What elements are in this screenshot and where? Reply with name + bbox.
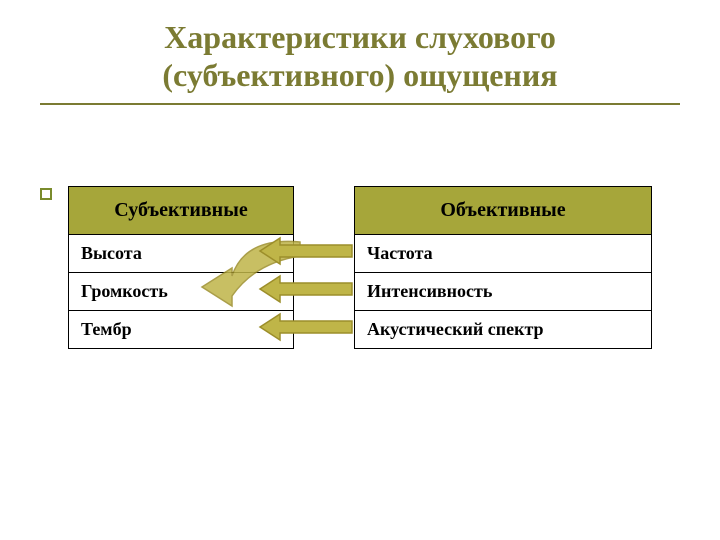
cell-objective-1: Интенсивность: [355, 273, 652, 311]
table-row: Частота: [355, 235, 652, 273]
table-subjective: Субъективные Высота Громкость Тембр: [68, 186, 294, 349]
table-row: Акустический спектр: [355, 311, 652, 349]
title-underline: [40, 103, 680, 105]
bullet-icon: [40, 188, 52, 200]
table-row: Громкость: [69, 273, 294, 311]
table-row: Объективные: [355, 187, 652, 235]
table-header-objective: Объективные: [355, 187, 652, 235]
cell-subjective-0: Высота: [69, 235, 294, 273]
title-block: Характеристики слухового (субъективного)…: [0, 0, 720, 105]
title-line-1: Характеристики слухового: [0, 18, 720, 56]
table-objective: Объективные Частота Интенсивность Акусти…: [354, 186, 652, 349]
cell-subjective-1: Громкость: [69, 273, 294, 311]
table-row: Интенсивность: [355, 273, 652, 311]
cell-objective-0: Частота: [355, 235, 652, 273]
table-row: Высота: [69, 235, 294, 273]
cell-subjective-2: Тембр: [69, 311, 294, 349]
table-header-subjective: Субъективные: [69, 187, 294, 235]
table-row: Субъективные: [69, 187, 294, 235]
table-row: Тембр: [69, 311, 294, 349]
slide: Характеристики слухового (субъективного)…: [0, 0, 720, 540]
cell-objective-2: Акустический спектр: [355, 311, 652, 349]
title-line-2: (субъективного) ощущения: [0, 56, 720, 94]
